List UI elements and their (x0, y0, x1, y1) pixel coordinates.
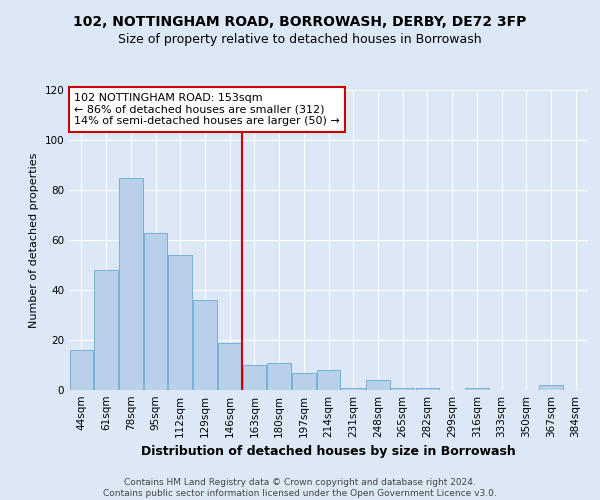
Bar (416, 388, 439, 390)
Bar (242, 365, 266, 390)
Bar (218, 342, 241, 390)
Bar (144, 232, 167, 390)
Bar (317, 370, 340, 390)
Bar (341, 388, 365, 390)
Bar (169, 255, 192, 390)
Bar (268, 362, 291, 390)
Text: Contains HM Land Registry data © Crown copyright and database right 2024.
Contai: Contains HM Land Registry data © Crown c… (103, 478, 497, 498)
Bar (465, 388, 488, 390)
Bar (391, 388, 415, 390)
Bar (70, 350, 93, 390)
Bar (539, 385, 563, 390)
Bar (94, 270, 118, 390)
Text: 102 NOTTINGHAM ROAD: 153sqm
← 86% of detached houses are smaller (312)
14% of se: 102 NOTTINGHAM ROAD: 153sqm ← 86% of det… (74, 93, 340, 126)
Bar (193, 300, 217, 390)
Bar (366, 380, 389, 390)
Bar (119, 178, 143, 390)
Text: Size of property relative to detached houses in Borrowash: Size of property relative to detached ho… (118, 32, 482, 46)
Y-axis label: Number of detached properties: Number of detached properties (29, 152, 39, 328)
X-axis label: Distribution of detached houses by size in Borrowash: Distribution of detached houses by size … (141, 446, 516, 458)
Bar (292, 372, 316, 390)
Text: 102, NOTTINGHAM ROAD, BORROWASH, DERBY, DE72 3FP: 102, NOTTINGHAM ROAD, BORROWASH, DERBY, … (73, 15, 527, 29)
